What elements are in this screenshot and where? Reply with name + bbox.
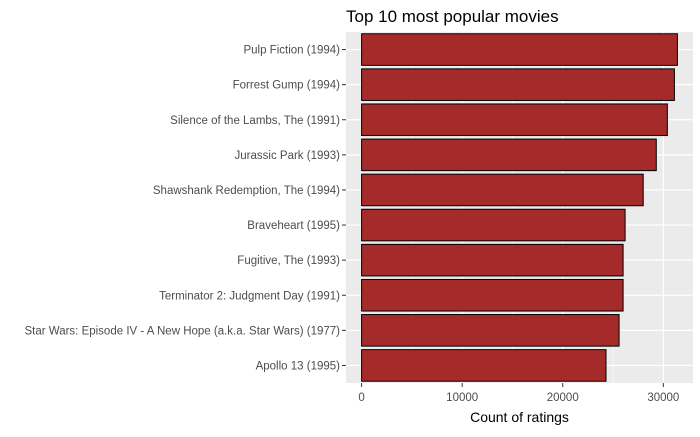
y-tick-label: Terminator 2: Judgment Day (1991) bbox=[159, 290, 340, 302]
x-axis-label: Count of ratings bbox=[470, 409, 569, 425]
bar bbox=[361, 138, 657, 172]
y-tick-label: Braveheart (1995) bbox=[247, 220, 340, 232]
bar bbox=[361, 208, 626, 242]
y-tick-label: Pulp Fiction (1994) bbox=[243, 45, 340, 57]
y-tick-label: Silence of the Lambs, The (1991) bbox=[170, 115, 340, 127]
y-axis: Pulp Fiction (1994) Forrest Gump (1994) Si… bbox=[24, 45, 346, 372]
y-tick-label: Star Wars: Episode IV - A New Hope (a.k.… bbox=[24, 325, 340, 337]
y-tick-label: Fugitive, The (1993) bbox=[237, 255, 340, 267]
x-axis: 0 10000 20000 30000 bbox=[358, 383, 679, 404]
x-tick-label: 30000 bbox=[647, 392, 679, 404]
bar bbox=[361, 349, 607, 382]
bar bbox=[361, 173, 644, 207]
bar bbox=[361, 103, 668, 137]
y-tick-label: Shawshank Redemption, The (1994) bbox=[153, 185, 340, 197]
y-tick-label: Forrest Gump (1994) bbox=[233, 80, 341, 92]
x-tick-label: 0 bbox=[358, 392, 364, 404]
bar bbox=[361, 68, 675, 101]
y-tick-label: Jurassic Park (1993) bbox=[235, 150, 341, 162]
bar bbox=[361, 33, 678, 66]
bar bbox=[361, 278, 624, 312]
x-tick-label: 20000 bbox=[547, 392, 579, 404]
chart-title: Top 10 most popular movies bbox=[346, 7, 559, 26]
bars bbox=[361, 33, 678, 382]
bar bbox=[361, 314, 620, 347]
y-tick-label: Apollo 13 (1995) bbox=[256, 360, 341, 372]
x-tick-label: 10000 bbox=[446, 392, 478, 404]
bar bbox=[361, 243, 624, 277]
